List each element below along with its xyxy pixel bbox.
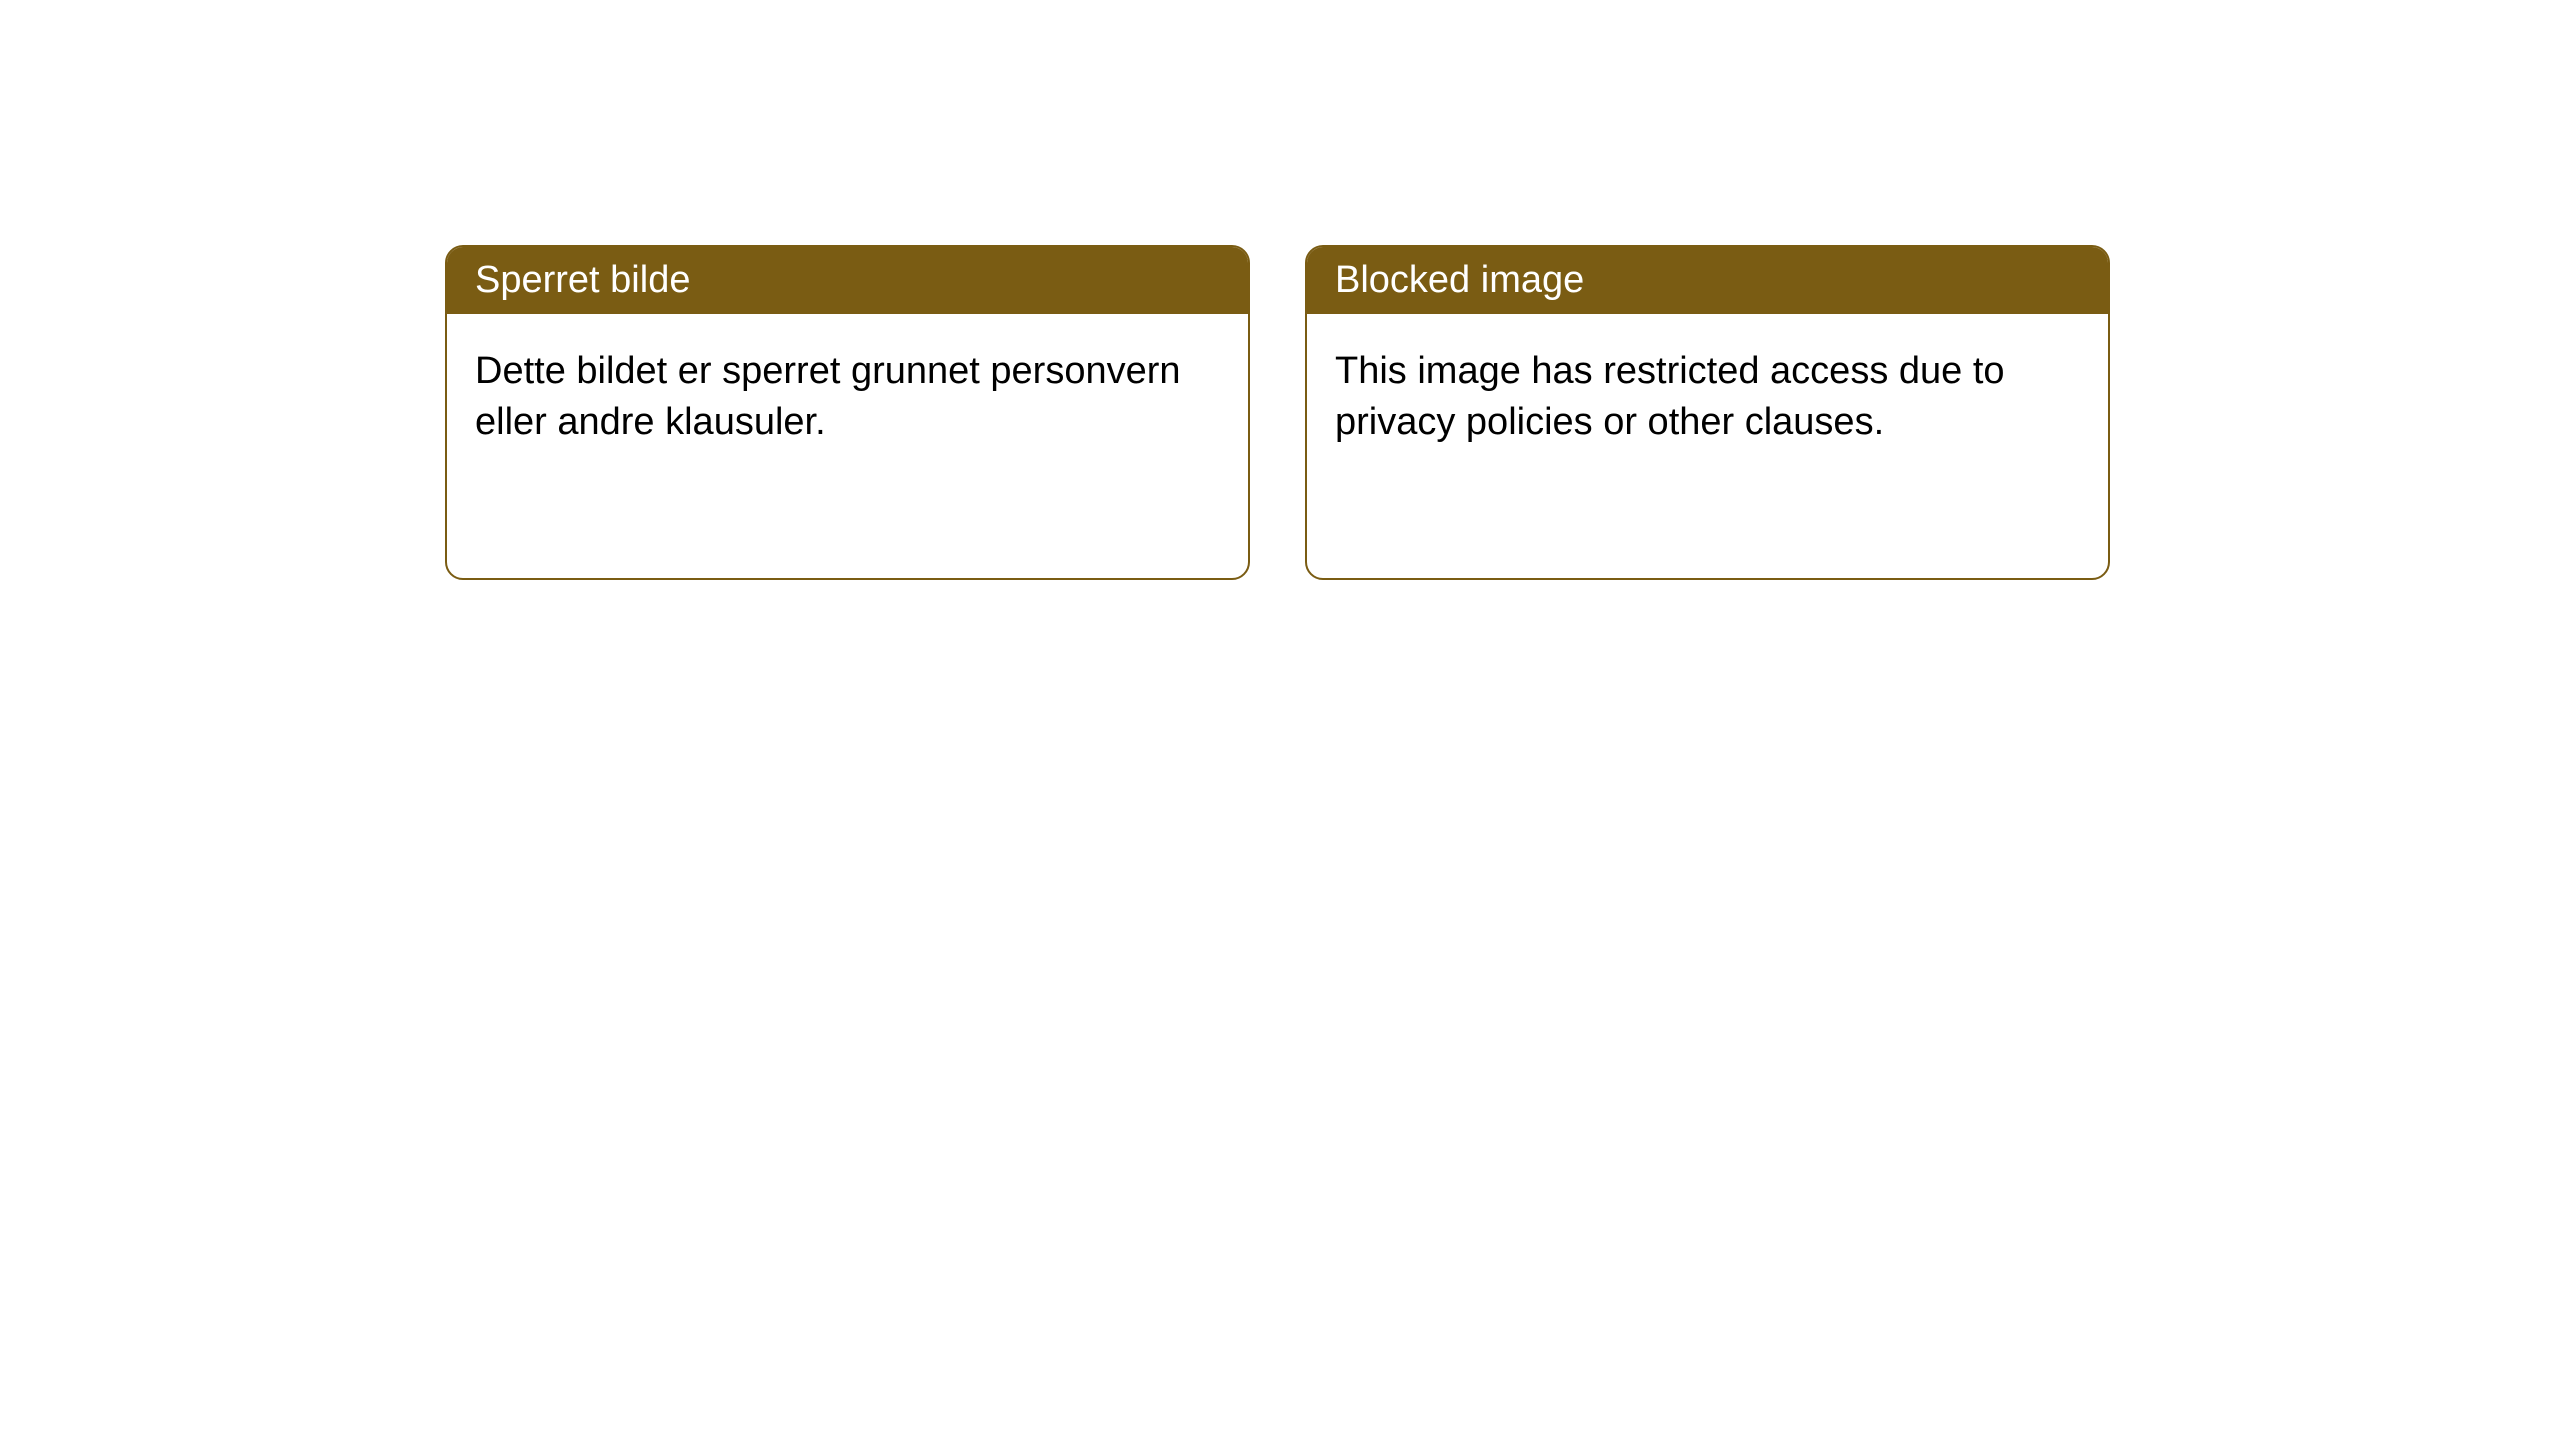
card-title-norwegian: Sperret bilde [475,259,690,301]
cards-container: Sperret bilde Dette bildet er sperret gr… [0,0,2560,580]
card-title-english: Blocked image [1335,259,1584,301]
card-text-norwegian: Dette bildet er sperret grunnet personve… [475,350,1181,443]
card-body-norwegian: Dette bildet er sperret grunnet personve… [447,314,1248,481]
blocked-image-card-norwegian: Sperret bilde Dette bildet er sperret gr… [445,245,1250,580]
card-text-english: This image has restricted access due to … [1335,350,2005,443]
card-header-english: Blocked image [1307,247,2108,314]
card-body-english: This image has restricted access due to … [1307,314,2108,481]
card-header-norwegian: Sperret bilde [447,247,1248,314]
blocked-image-card-english: Blocked image This image has restricted … [1305,245,2110,580]
